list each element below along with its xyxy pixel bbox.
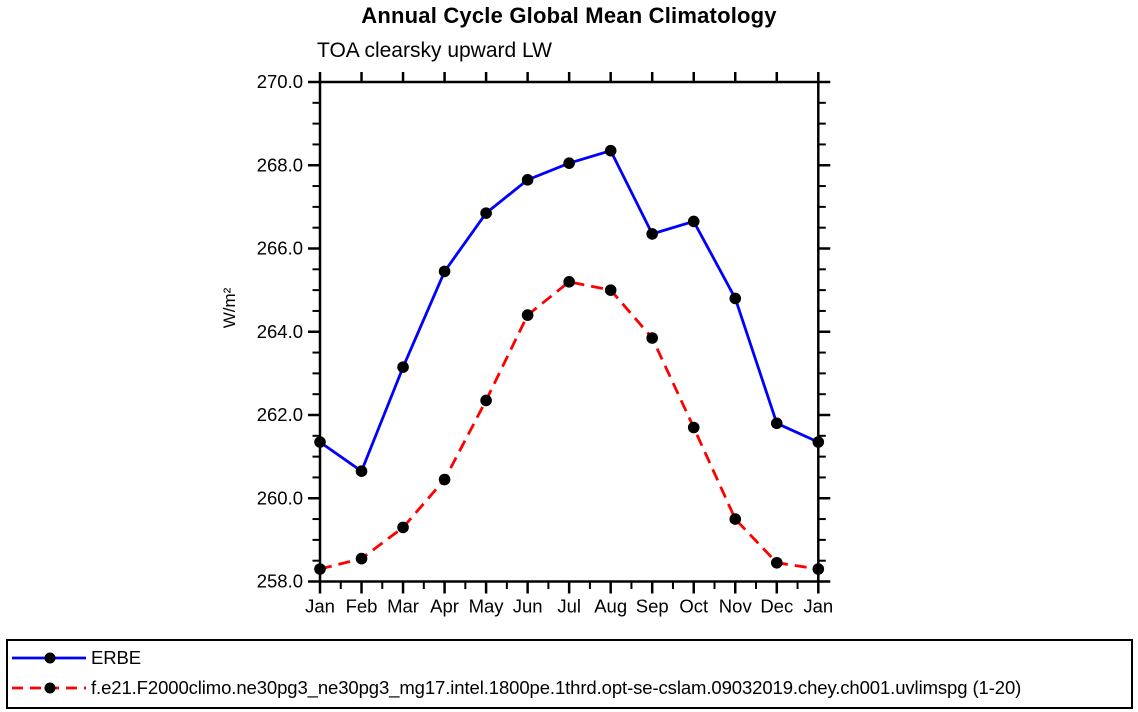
legend-row-model: f.e21.F2000climo.ne30pg3_ne30pg3_mg17.in… (10, 673, 1131, 703)
x-tick-label: May (469, 596, 505, 617)
data-point (480, 394, 492, 407)
data-point (355, 465, 368, 477)
legend-label-erbe: ERBE (91, 647, 141, 668)
series-1 (314, 276, 825, 575)
legend-label-model: f.e21.F2000climo.ne30pg3_ne30pg3_mg17.in… (91, 677, 1022, 698)
plot-frame (318, 80, 820, 583)
legend-line-sample-dashed-icon (12, 682, 86, 694)
data-point (521, 174, 534, 186)
chart-subtitle: TOA clearsky upward LW (317, 39, 552, 62)
data-point (355, 552, 368, 565)
x-tick-label: Jul (557, 596, 581, 617)
x-tick-label: Feb (346, 596, 378, 617)
series-0 (314, 144, 825, 477)
y-tick-label: 270.0 (257, 71, 303, 92)
data-point (646, 332, 658, 344)
data-point (314, 563, 326, 575)
data-point (563, 157, 575, 169)
y-tick-label: 262.0 (257, 404, 303, 425)
y-tick-label: 266.0 (257, 238, 303, 259)
x-tick-label: Apr (430, 596, 459, 617)
data-point (770, 417, 783, 430)
x-tick-label: Aug (594, 596, 627, 617)
data-point (687, 215, 700, 228)
data-point (646, 228, 658, 240)
legend-row-erbe: ERBE (10, 643, 1131, 673)
data-point (812, 563, 825, 575)
x-tick-label: Oct (679, 596, 708, 617)
x-tick-label: Mar (387, 596, 419, 617)
plot-area: 258.0 260.0 262.0 264.0 266.0 268.0 270.0 Jan Fe… (257, 71, 834, 617)
x-axis: Jan Feb Mar Apr May Jun Jul Aug Sep Oct Nov Dec Jan (305, 72, 833, 617)
data-point (397, 361, 409, 373)
x-tick-label: Dec (760, 596, 793, 617)
data-point (604, 144, 617, 157)
x-tick-label: Sep (636, 596, 669, 617)
data-point (604, 284, 617, 296)
legend-line-sample-solid-icon (12, 652, 86, 664)
y-tick-label: 258.0 (257, 571, 303, 592)
data-point (687, 421, 700, 434)
data-point (770, 556, 783, 569)
y-tick-label: 268.0 (257, 154, 303, 175)
x-tick-label: Jun (513, 596, 543, 617)
data-point (729, 292, 742, 305)
x-tick-label: Jan (305, 596, 335, 617)
y-tick-label: 260.0 (257, 487, 303, 508)
data-point (314, 436, 326, 448)
data-point (812, 436, 825, 448)
data-point (729, 513, 742, 525)
legend: ERBE f.e21.F2000climo.ne30pg3_ne30pg3_mg… (6, 639, 1133, 709)
data-point (397, 521, 409, 534)
y-axis: 258.0 260.0 262.0 264.0 266.0 268.0 270.0 (257, 71, 831, 592)
chart-title: Annual Cycle Global Mean Climatology (361, 3, 777, 28)
y-tick-label: 264.0 (257, 321, 303, 342)
data-point (438, 265, 451, 278)
data-point (438, 473, 451, 486)
data-point (563, 276, 575, 288)
x-tick-label: Nov (719, 596, 753, 617)
data-point (480, 207, 492, 219)
series-line-0 (319, 149, 819, 474)
data-point (521, 309, 534, 321)
x-tick-label: Jan (803, 596, 833, 617)
